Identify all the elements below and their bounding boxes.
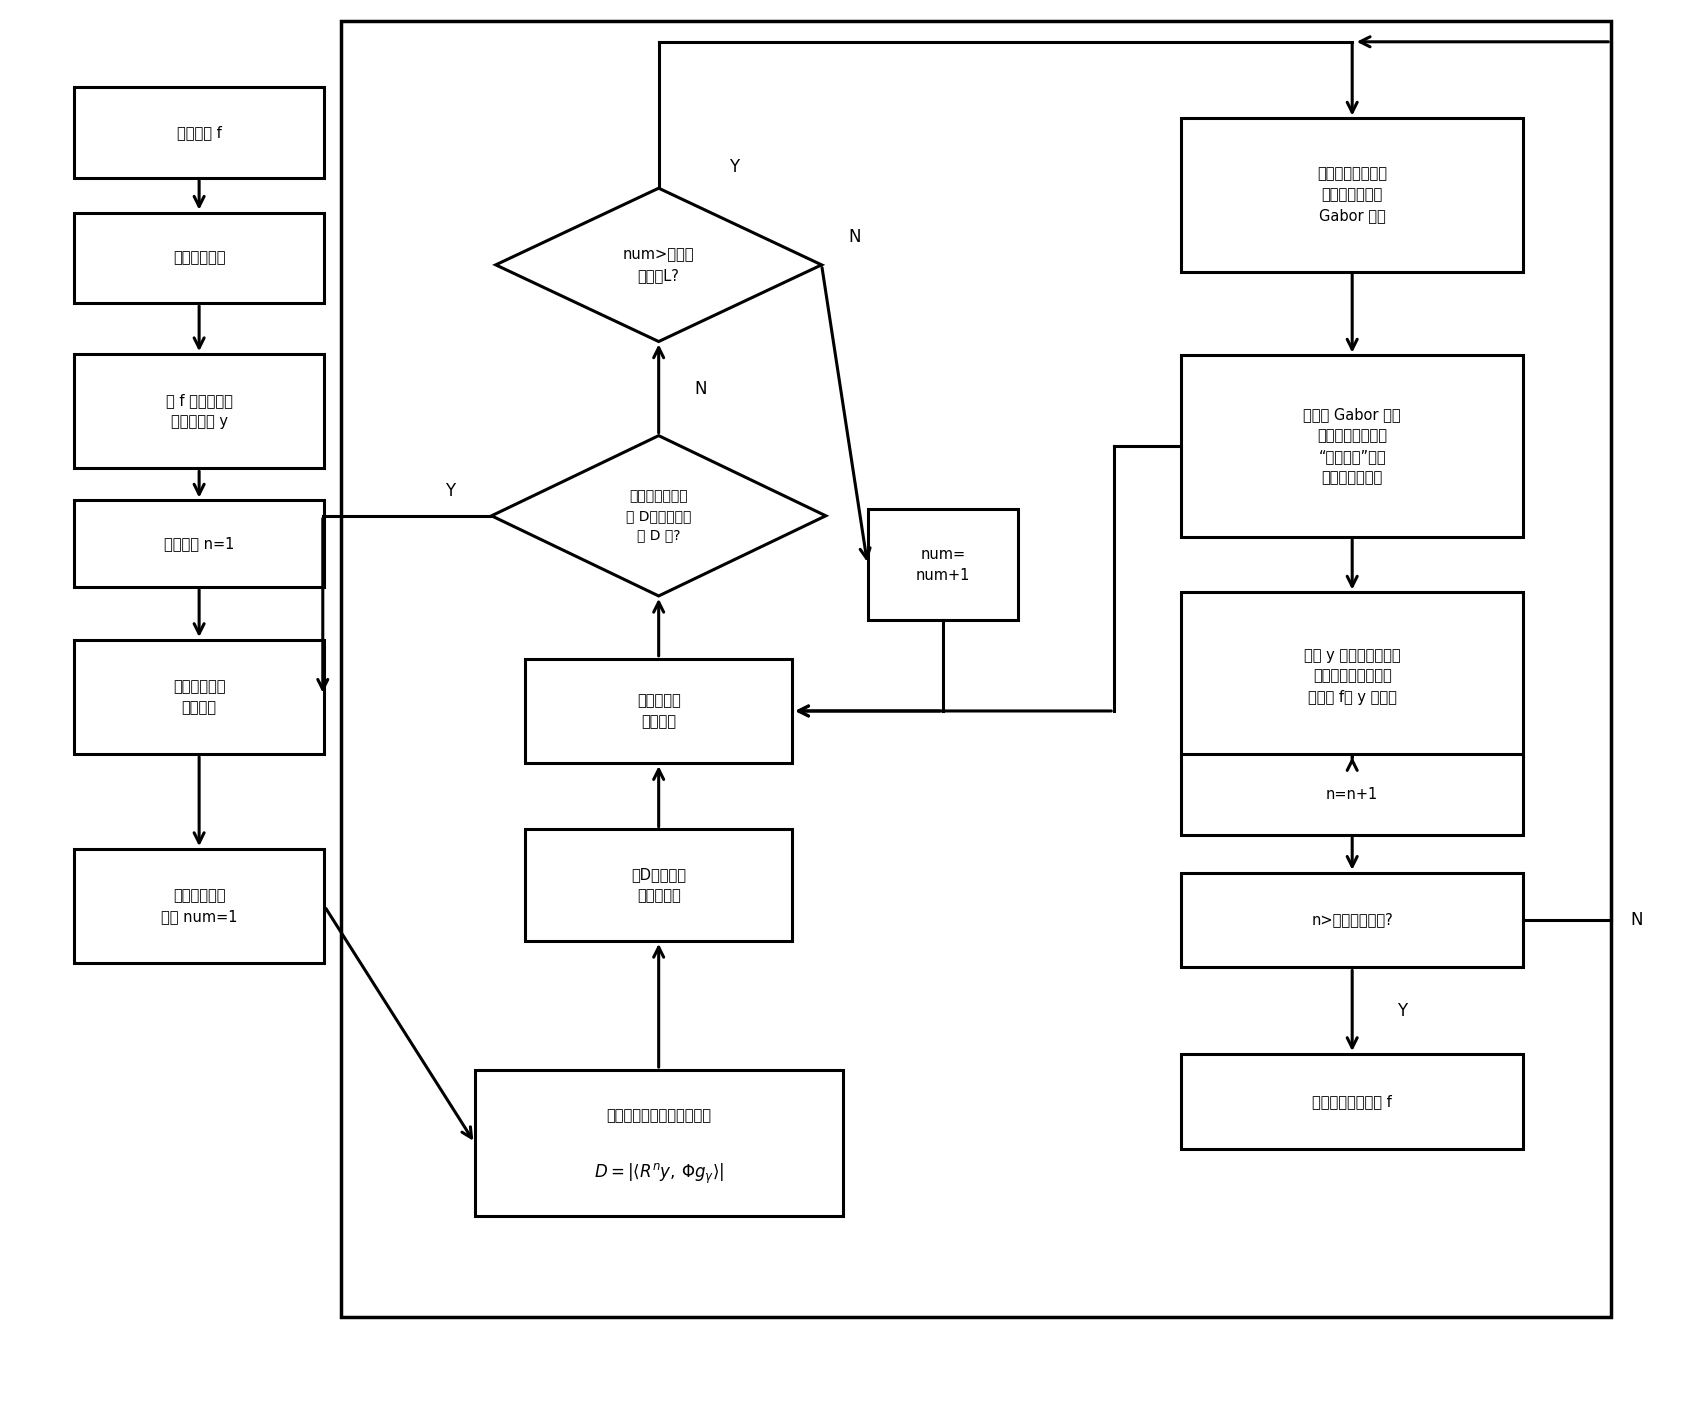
Text: 由 f 和测量矩阵
得到测量值 y: 由 f 和测量矩阵 得到测量值 y — [165, 393, 233, 429]
FancyBboxPatch shape — [1181, 755, 1523, 835]
FancyBboxPatch shape — [475, 1070, 842, 1217]
Text: n>最大迭代次数?: n>最大迭代次数? — [1311, 912, 1393, 928]
Text: 迭代次数 n=1: 迭代次数 n=1 — [163, 536, 234, 551]
Text: 利用 y 和投影矩阵由最
小二乘法得到重构超
声信号 f及 y 的残差: 利用 y 和投影矩阵由最 小二乘法得到重构超 声信号 f及 y 的残差 — [1304, 648, 1400, 704]
Text: 各人工鱼群
行为一次: 各人工鱼群 行为一次 — [637, 693, 681, 729]
Text: 由公告板的时频参
数计算得到对应
Gabor 原子: 由公告板的时频参 数计算得到对应 Gabor 原子 — [1318, 166, 1387, 224]
Text: 由对应 Gabor 原子
乘以测量矩阵得到
“传感矩阵”的列
并扩充投影矩阵: 由对应 Gabor 原子 乘以测量矩阵得到 “传感矩阵”的列 并扩充投影矩阵 — [1304, 407, 1400, 486]
FancyBboxPatch shape — [1181, 593, 1523, 760]
Text: N: N — [849, 228, 861, 246]
Polygon shape — [492, 435, 826, 596]
Text: Y: Y — [1397, 1001, 1407, 1019]
Text: n=n+1: n=n+1 — [1326, 787, 1378, 803]
FancyBboxPatch shape — [1181, 355, 1523, 536]
Text: 将D最大值著
写入公告板: 将D最大值著 写入公告板 — [632, 867, 686, 904]
FancyBboxPatch shape — [74, 639, 325, 755]
Text: 生成测量矩阵: 生成测量矩阵 — [174, 251, 226, 265]
Text: 各人工鱼检验自
身 D値大于公告
板 D 値?: 各人工鱼检验自 身 D値大于公告 板 D 値? — [627, 490, 691, 542]
Text: N: N — [1629, 911, 1643, 929]
Text: 超声信号 f: 超声信号 f — [177, 125, 221, 139]
Text: 得到重构超声信号 f: 得到重构超声信号 f — [1313, 1094, 1392, 1110]
Text: Y: Y — [730, 158, 740, 176]
FancyBboxPatch shape — [1181, 1055, 1523, 1149]
FancyBboxPatch shape — [74, 213, 325, 303]
FancyBboxPatch shape — [526, 659, 792, 763]
FancyBboxPatch shape — [868, 508, 1018, 621]
Text: N: N — [694, 380, 706, 397]
Text: $D=|\langle R^n y,\,\Phi g_{\gamma}\rangle|$: $D=|\langle R^n y,\,\Phi g_{\gamma}\rang… — [593, 1162, 723, 1186]
FancyBboxPatch shape — [74, 353, 325, 469]
FancyBboxPatch shape — [74, 87, 325, 177]
FancyBboxPatch shape — [1181, 118, 1523, 272]
FancyBboxPatch shape — [1181, 873, 1523, 967]
FancyBboxPatch shape — [74, 500, 325, 587]
FancyBboxPatch shape — [74, 849, 325, 963]
Text: 设置初始迭代
次数 num=1: 设置初始迭代 次数 num=1 — [160, 888, 238, 924]
Text: num=
num+1: num= num+1 — [915, 546, 971, 583]
Polygon shape — [495, 189, 822, 342]
Text: Y: Y — [445, 482, 455, 500]
FancyBboxPatch shape — [526, 829, 792, 941]
Text: num>最大迭
代次数L?: num>最大迭 代次数L? — [623, 246, 694, 283]
Text: 比较初始各人工鱼食物浓度: 比较初始各人工鱼食物浓度 — [607, 1108, 711, 1122]
Text: 人工鱼群及参
数初始化: 人工鱼群及参 数初始化 — [174, 679, 226, 715]
